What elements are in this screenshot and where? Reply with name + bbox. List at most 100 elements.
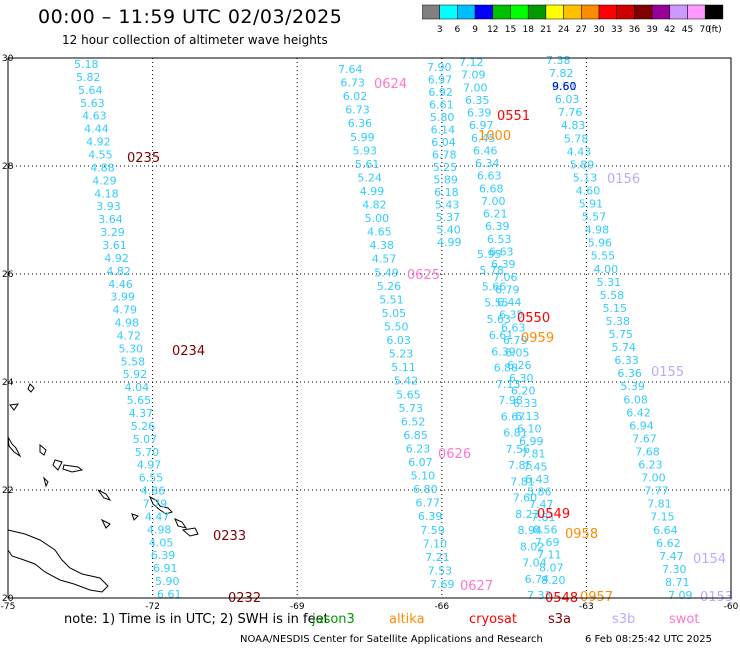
wave-height-value: 5.25	[433, 161, 458, 174]
wave-height-value: 6.63	[501, 321, 526, 334]
island-outline	[7, 529, 109, 593]
wave-height-value: 4.65	[367, 226, 392, 239]
legend-item-jason3: jason3	[312, 612, 355, 627]
pass-label-0624: 0624	[374, 77, 407, 92]
wave-height-value: 6.35	[465, 94, 490, 107]
wave-height-value: 8.20	[541, 574, 566, 587]
wave-height-value: 6.07	[408, 456, 433, 469]
wave-height-value: 6.79	[503, 334, 528, 347]
island-outline	[43, 476, 49, 488]
wave-height-value: 5.39	[620, 380, 645, 393]
wave-height-value: 3.64	[98, 213, 123, 226]
wave-height-value: 6.77	[416, 497, 441, 510]
wave-height-value: 5.99	[350, 131, 375, 144]
wave-height-value: 6.18	[434, 186, 459, 199]
wave-height-value: 5.40	[436, 224, 461, 237]
wave-height-value: 6.43	[525, 473, 550, 486]
wave-height-value: 4.92	[86, 136, 111, 149]
wave-height-value: 7.79	[143, 498, 168, 511]
wave-height-value: 4.44	[84, 123, 109, 136]
wave-height-value: 5.26	[377, 280, 402, 293]
wave-height-value: 8.56	[533, 524, 558, 537]
map-frame	[7, 57, 732, 599]
wave-height-value: 6.85	[403, 429, 428, 442]
wave-height-value: 5.49	[374, 266, 399, 279]
wave-height-value: 4.57	[372, 253, 397, 266]
wave-height-value: 7.60	[513, 492, 538, 505]
lon-tick-label: -72	[145, 602, 160, 612]
lat-lon-grid	[8, 58, 731, 598]
wave-height-value: 7.00	[463, 81, 488, 94]
wave-height-value: 6.03	[555, 93, 580, 106]
pass-label-0235: 0235	[127, 151, 160, 166]
wave-height-value: 6.80	[413, 483, 438, 496]
wave-height-value: 4.00	[594, 263, 619, 276]
wave-height-value: 6.61	[157, 588, 182, 601]
wave-height-value: 5.61	[355, 158, 380, 171]
wave-height-value: 3.61	[102, 239, 127, 252]
lon-tick-label: -69	[290, 602, 305, 612]
colorbar-tick-label: 24	[558, 25, 570, 34]
pass-label-0958: 0958	[565, 527, 598, 542]
colorbar-tick-label: 15	[505, 25, 516, 34]
pass-label-0549: 0549	[537, 507, 570, 522]
wave-height-value: 5.63	[80, 97, 105, 110]
colorbar-unit-label: (ft)	[708, 25, 722, 34]
wave-height-value: 6.05	[505, 347, 530, 360]
wave-height-value: 4.04	[125, 381, 150, 394]
wave-height-value: 6.10	[517, 422, 542, 435]
wave-height-value: 4.86	[141, 485, 166, 498]
wave-height-value: 6.79	[495, 283, 520, 296]
wave-height-value: 6.14	[431, 124, 456, 137]
island-outline	[9, 403, 20, 411]
lon-tick-label: -66	[434, 602, 449, 612]
wave-height-value: 6.39	[485, 220, 510, 233]
island-outline	[149, 495, 173, 515]
wave-height-value: 7.38	[546, 54, 571, 67]
wave-height-value: 6.21	[483, 208, 508, 221]
wave-height-value: 5.10	[411, 470, 436, 483]
wave-height-value: 5.65	[127, 394, 152, 407]
wave-height-value: 5.91	[579, 198, 604, 211]
wave-height-value: 5.51	[379, 293, 404, 306]
colorbar-tick-label: 27	[576, 25, 587, 34]
wave-height-value: 5.95	[477, 248, 502, 261]
pass-label-0551: 0551	[497, 109, 530, 124]
wave-height-value: 5.90	[155, 575, 180, 588]
wave-height-value: 5.93	[353, 144, 378, 157]
wave-height-value: 7.56	[506, 443, 530, 456]
wave-height-value: 4.99	[437, 236, 462, 249]
wave-height-value: 8.07	[539, 561, 564, 574]
wave-height-value: 5.05	[382, 307, 407, 320]
wave-height-value: 6.23	[638, 459, 663, 472]
wave-height-value: 6.02	[343, 90, 368, 103]
wave-height-value: 7.81	[647, 498, 672, 511]
wave-height-value: 7.90	[427, 61, 452, 74]
wave-height-value: 7.15	[650, 511, 675, 524]
wave-height-value: 6.63	[477, 170, 502, 183]
wave-height-value: 5.00	[365, 212, 390, 225]
wave-height-value: 6.91	[153, 562, 178, 575]
wave-height-value: 5.58	[121, 355, 146, 368]
wave-height-value: 6.92	[428, 86, 453, 99]
wave-height-value: 7.69	[535, 536, 560, 549]
wave-height-value: 4.18	[94, 187, 119, 200]
pass-label-0233: 0233	[213, 529, 246, 544]
wave-height-value: 5.64	[78, 84, 103, 97]
wave-height-value: 6.94	[629, 419, 654, 432]
map-subtitle: 12 hour collection of altimeter wave hei…	[62, 33, 328, 47]
pass-label-0156: 0156	[607, 172, 640, 187]
wave-height-value: 7.82	[549, 67, 574, 80]
wave-height-value: 7.10	[423, 537, 448, 550]
wave-height-value: 7.81	[510, 475, 535, 488]
wave-height-value: 5.80	[430, 111, 455, 124]
wave-height-value: 6.39	[418, 510, 443, 523]
wave-height-value: 8.71	[665, 576, 690, 589]
wave-height-value: 4.72	[117, 330, 142, 343]
wave-height-value: 5.89	[570, 158, 595, 171]
wave-height-value: 7.85	[508, 459, 533, 472]
island-outline	[62, 464, 84, 473]
wave-height-value: 6.61	[429, 99, 454, 112]
wave-height-value: 5.65	[396, 388, 421, 401]
